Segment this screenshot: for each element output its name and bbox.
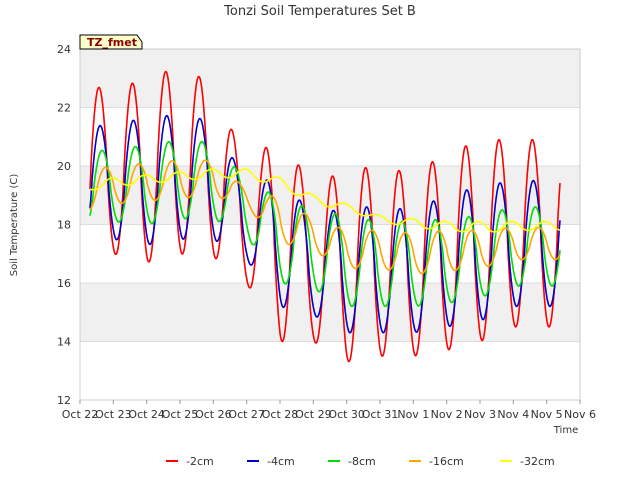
y-tick-label: 20	[57, 160, 71, 173]
x-tick-label: Nov 4	[497, 408, 529, 421]
y-tick-label: 16	[57, 277, 71, 290]
legend: -2cm -4cm -8cm -16cm -32cm	[166, 455, 555, 468]
y-axis-label: Soil Temperature (C)	[9, 174, 20, 277]
legend-label: -32cm	[520, 455, 555, 468]
legend-label: -8cm	[348, 455, 376, 468]
legend-label: -2cm	[186, 455, 214, 468]
grid-band	[80, 49, 580, 108]
legend-label: -16cm	[429, 455, 464, 468]
x-tick-label: Oct 24	[128, 408, 165, 421]
series-line-minus-2cm	[89, 70, 561, 363]
y-tick-label: 12	[57, 394, 71, 407]
x-tick-label: Oct 23	[95, 408, 132, 421]
chart-title: Tonzi Soil Temperatures Set B	[223, 4, 416, 19]
badge: TZ_fmet	[79, 34, 143, 50]
x-tick-label: Nov 6	[564, 408, 596, 421]
series-line-minus-16cm	[89, 159, 561, 275]
series-line-minus-32cm	[89, 168, 561, 233]
plot-border	[79, 48, 581, 401]
x-tick-label: Oct 27	[228, 408, 265, 421]
x-tick-label: Oct 26	[195, 408, 232, 421]
legend-label: -4cm	[267, 455, 295, 468]
x-tick-label: Nov 1	[397, 408, 429, 421]
y-tick-label: 14	[57, 336, 71, 349]
x-tick-label: Oct 25	[162, 408, 199, 421]
badge-shape	[79, 34, 143, 50]
grid-band	[80, 341, 580, 400]
grid-band	[80, 283, 580, 342]
x-tick-label: Oct 30	[328, 408, 365, 421]
y-tick-label: 24	[57, 43, 71, 56]
x-tick-label: Oct 29	[295, 408, 332, 421]
grid-band	[80, 107, 580, 166]
series-line-minus-8cm	[89, 140, 561, 308]
x-axis-label: Time	[553, 425, 578, 436]
y-tick-label: 22	[57, 102, 71, 115]
x-tick-label: Nov 2	[431, 408, 463, 421]
x-tick-label: Oct 31	[362, 408, 399, 421]
series-layer	[89, 70, 561, 363]
badge-label: TZ_fmet	[87, 36, 137, 49]
y-tick-label: 18	[57, 219, 71, 232]
x-tick-label: Nov 5	[531, 408, 563, 421]
x-tick-label: Oct 22	[62, 408, 99, 421]
y-axis: 12 14 16 18 20 22 24	[57, 43, 71, 407]
x-tick-label: Oct 28	[262, 408, 299, 421]
x-tick-label: Nov 3	[464, 408, 496, 421]
